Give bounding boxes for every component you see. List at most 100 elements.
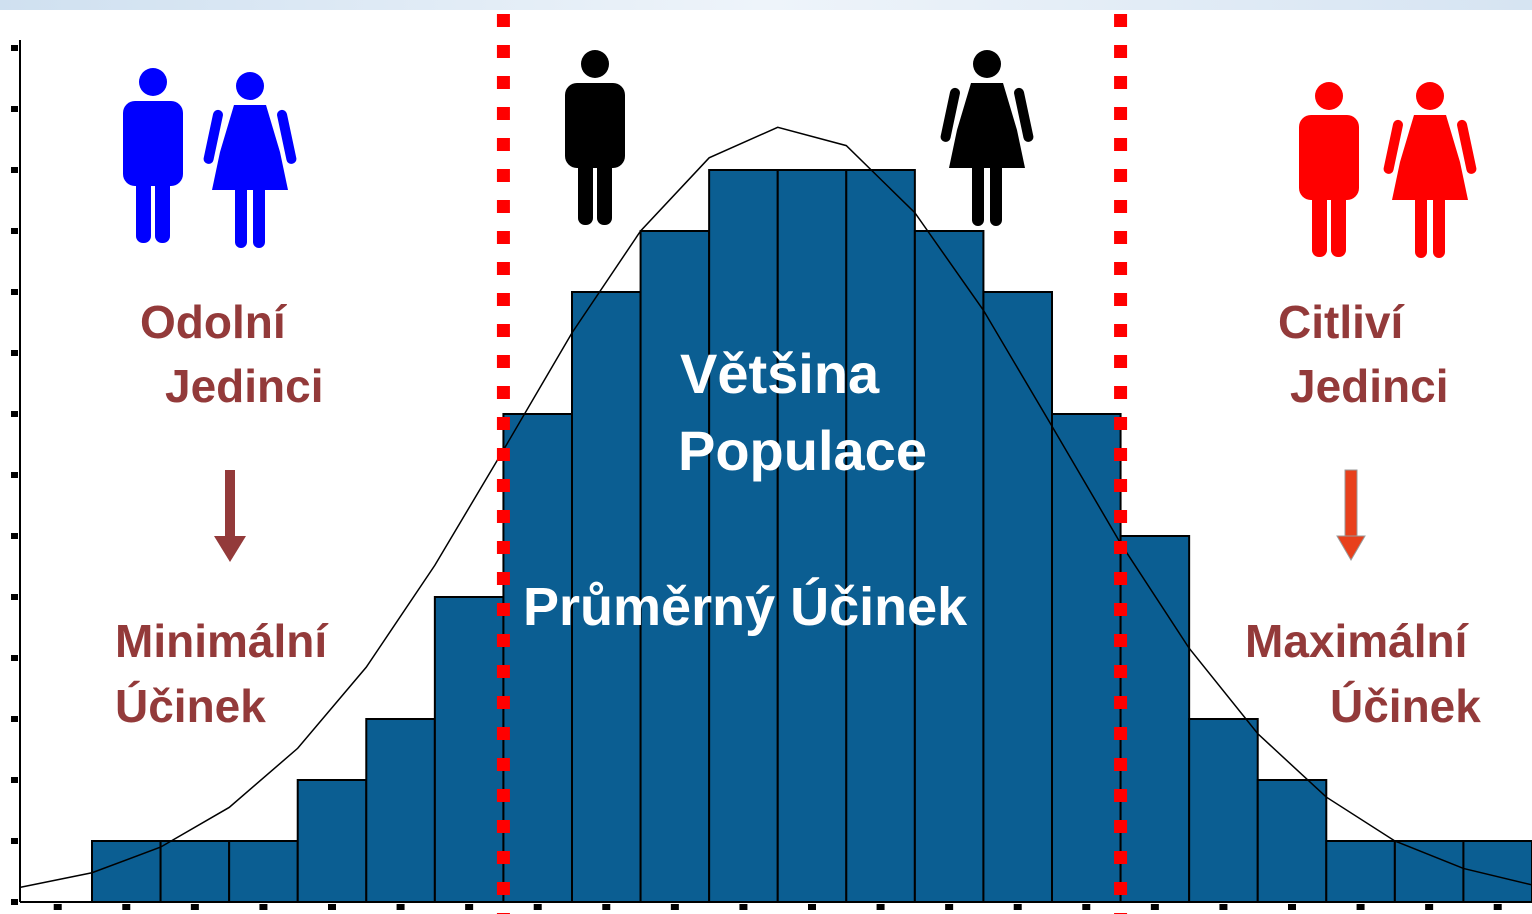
torso xyxy=(565,83,625,168)
y-tick xyxy=(11,350,18,356)
bar xyxy=(1119,535,1191,903)
x-tick xyxy=(1013,904,1022,910)
x-tick xyxy=(1082,904,1091,910)
leg xyxy=(1312,182,1327,257)
annotation: Průměrný Účinek xyxy=(523,577,968,637)
arrow-right xyxy=(1336,469,1366,561)
x-tick xyxy=(328,904,336,910)
annotation: Minimální xyxy=(115,615,329,667)
annotation: Účinek xyxy=(115,680,266,732)
leg xyxy=(1415,192,1427,258)
x-tick xyxy=(808,904,816,910)
x-tick xyxy=(533,904,542,910)
x-tick xyxy=(122,904,131,910)
leg xyxy=(1433,192,1445,258)
woman-icon xyxy=(940,50,1034,226)
x-tick xyxy=(945,904,954,910)
x-tick xyxy=(465,904,474,910)
head xyxy=(139,68,167,96)
y-tick xyxy=(11,533,18,539)
bar xyxy=(1393,840,1465,903)
x-tick xyxy=(1425,904,1434,910)
x-tick xyxy=(670,904,679,910)
y-tick xyxy=(11,777,18,783)
woman-icon xyxy=(203,72,297,248)
y-tick xyxy=(11,106,18,112)
arm xyxy=(1014,87,1034,142)
y-tick xyxy=(11,899,18,905)
annotation: Jedinci xyxy=(165,360,324,412)
y-tick xyxy=(11,838,18,844)
leg xyxy=(597,150,612,225)
torso xyxy=(123,101,183,186)
dress xyxy=(1392,115,1468,200)
annotation: Citliví xyxy=(1278,296,1405,348)
annotation: Účinek xyxy=(1330,680,1481,732)
bar xyxy=(708,169,779,903)
x-tick xyxy=(396,904,405,910)
bar xyxy=(776,169,848,903)
bar xyxy=(1051,413,1122,903)
annotation: Populace xyxy=(678,419,927,482)
man-icon xyxy=(1299,82,1359,257)
y-tick xyxy=(11,289,18,295)
annotation: Jedinci xyxy=(1290,360,1449,412)
arm xyxy=(1457,119,1477,174)
arrow-left xyxy=(214,470,246,562)
x-tick xyxy=(190,904,199,910)
x-tick xyxy=(1356,904,1365,910)
annotation: Maximální xyxy=(1245,615,1470,667)
dress xyxy=(949,83,1025,168)
bar xyxy=(502,413,573,903)
head xyxy=(1416,82,1444,110)
arm xyxy=(203,109,223,164)
bar xyxy=(913,230,985,903)
bar xyxy=(433,596,505,903)
head xyxy=(236,72,264,100)
woman-icon xyxy=(1383,82,1477,258)
leg xyxy=(1331,182,1346,257)
y-tick xyxy=(11,228,18,234)
top-band xyxy=(0,0,1532,10)
x-tick xyxy=(876,904,885,910)
leg xyxy=(972,160,984,226)
x-tick xyxy=(1288,904,1296,910)
leg xyxy=(578,150,593,225)
y-tick xyxy=(11,655,18,661)
leg xyxy=(990,160,1002,226)
bar xyxy=(845,169,916,903)
arm xyxy=(1383,119,1403,174)
bar xyxy=(639,230,711,903)
y-tick xyxy=(11,716,18,722)
x-tick xyxy=(1493,904,1502,910)
bar xyxy=(1188,718,1259,903)
y-tick xyxy=(11,594,18,600)
bar xyxy=(571,291,642,903)
leg xyxy=(235,182,247,248)
annotation: Odolní xyxy=(140,296,288,348)
head xyxy=(973,50,1001,78)
bar xyxy=(228,840,299,903)
bar xyxy=(1325,840,1396,903)
y-tick xyxy=(11,472,18,478)
leg xyxy=(155,168,170,243)
x-tick xyxy=(1150,904,1159,910)
bar xyxy=(296,779,368,903)
arm xyxy=(940,87,960,142)
y-tick xyxy=(11,411,18,417)
man-icon xyxy=(565,50,625,225)
bar xyxy=(982,291,1054,903)
annotation: Většina xyxy=(680,342,880,405)
x-tick xyxy=(1219,904,1228,910)
x-tick xyxy=(602,904,611,910)
y-tick xyxy=(11,45,18,51)
x-tick xyxy=(53,904,62,910)
bar xyxy=(1256,779,1328,903)
bar xyxy=(365,718,436,903)
man-icon xyxy=(123,68,183,243)
y-tick xyxy=(11,167,18,173)
bell-curve xyxy=(19,126,1532,889)
arm xyxy=(277,109,297,164)
x-tick xyxy=(259,904,268,910)
